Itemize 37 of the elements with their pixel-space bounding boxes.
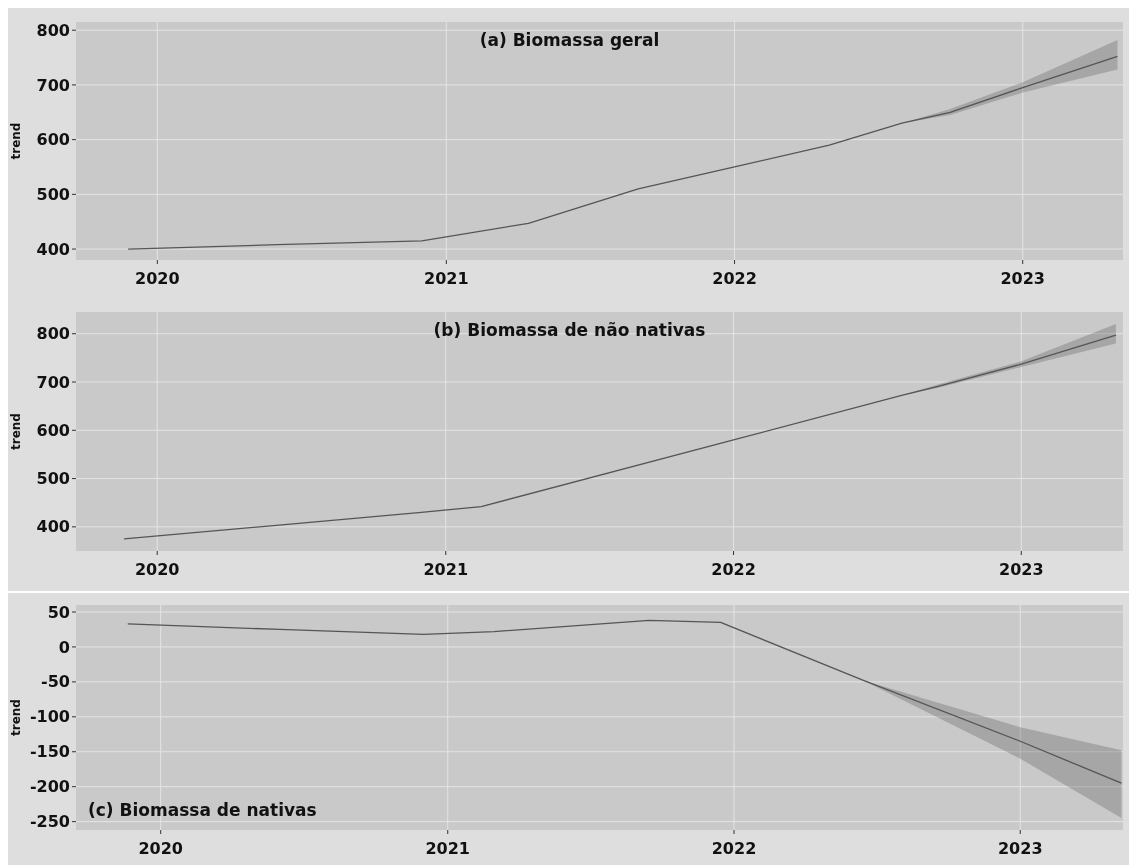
- y-tick-label: -250: [29, 812, 70, 832]
- y-tick-label: 700: [36, 372, 70, 392]
- y-axis-title: trend: [9, 413, 23, 450]
- y-tick-label: 50: [47, 602, 70, 622]
- y-tick-label: -150: [29, 742, 70, 762]
- y-tick-label: 600: [36, 420, 70, 440]
- line-series: [127, 55, 1119, 250]
- line-series: [127, 619, 1123, 784]
- y-tick-label: 700: [36, 75, 70, 95]
- y-tick-label: 500: [36, 469, 70, 489]
- y-tick-label: 600: [36, 130, 70, 150]
- y-tick-label: 500: [36, 184, 70, 204]
- x-tick-label: 2023: [1000, 269, 1045, 288]
- y-tick-label: -100: [29, 707, 70, 727]
- x-tick-label: 2020: [138, 839, 183, 858]
- x-tick-label: 2020: [134, 560, 180, 579]
- x-tick-label: 2020: [135, 269, 180, 288]
- x-tick-label: 2021: [425, 839, 471, 858]
- x-tick-label: 2023: [997, 839, 1043, 858]
- x-tick-label: 2022: [711, 560, 756, 579]
- y-tick-label: 400: [36, 517, 70, 537]
- y-tick-label: 800: [36, 20, 70, 40]
- y-tick-label: 0: [58, 637, 70, 657]
- y-tick-label: 800: [36, 324, 70, 344]
- y-tick-label: -200: [29, 777, 70, 797]
- x-tick-label: 2022: [712, 269, 757, 288]
- text: (c) Biomassa de nativas: [88, 800, 317, 820]
- text: (a) Biomassa geral: [479, 30, 660, 50]
- y-axis-title: trend: [9, 699, 23, 736]
- x-tick-label: 2023: [999, 560, 1044, 579]
- x-tick-label: 2022: [711, 839, 757, 858]
- x-tick-label: 2021: [423, 560, 469, 579]
- y-tick-label: 400: [36, 239, 70, 259]
- text: (b) Biomassa de não nativas: [433, 320, 706, 340]
- y-axis-title: trend: [9, 122, 23, 160]
- x-tick-label: 2021: [424, 269, 469, 288]
- y-tick-label: -50: [41, 672, 70, 692]
